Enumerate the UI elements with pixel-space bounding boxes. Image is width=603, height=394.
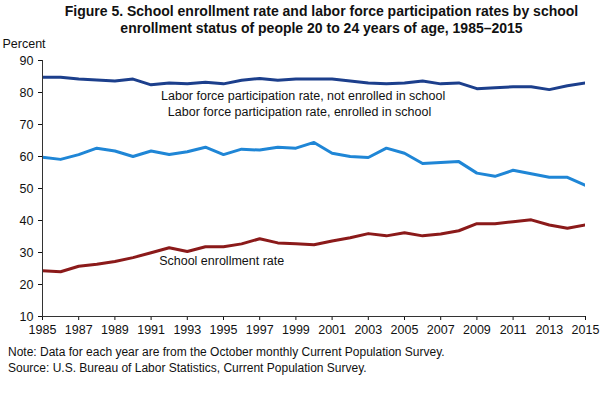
svg-text:1987: 1987 xyxy=(65,323,93,337)
svg-text:80: 80 xyxy=(20,86,34,100)
svg-text:2011: 2011 xyxy=(500,323,527,337)
svg-text:Labor force participation rate: Labor force participation rate, not enro… xyxy=(161,89,445,103)
svg-text:2007: 2007 xyxy=(427,323,455,337)
svg-text:1991: 1991 xyxy=(137,323,165,337)
svg-text:30: 30 xyxy=(20,246,34,260)
svg-text:Percent: Percent xyxy=(3,37,47,51)
svg-text:1995: 1995 xyxy=(210,323,238,337)
svg-text:2003: 2003 xyxy=(354,323,382,337)
svg-text:50: 50 xyxy=(20,182,34,196)
svg-text:20: 20 xyxy=(20,278,34,292)
html-text:Figure 5. School enrollment ra: Figure 5. School enrollment rate and lab… xyxy=(64,3,579,36)
html-text:Note: Data for each year are f: Note: Data for each year are from the Oc… xyxy=(8,345,445,359)
svg-text:2005: 2005 xyxy=(391,323,419,337)
svg-text:2009: 2009 xyxy=(463,323,491,337)
svg-text:School enrollment rate: School enrollment rate xyxy=(159,254,284,268)
svg-text:1999: 1999 xyxy=(282,323,310,337)
svg-text:1985: 1985 xyxy=(29,323,57,337)
svg-text:1993: 1993 xyxy=(173,323,201,337)
svg-text:10: 10 xyxy=(20,310,34,324)
svg-text:Labor force participation rate: Labor force participation rate, enrolled… xyxy=(168,105,431,119)
svg-text:40: 40 xyxy=(20,214,34,228)
svg-text:2001: 2001 xyxy=(318,323,346,337)
svg-text:60: 60 xyxy=(20,150,34,164)
svg-text:2013: 2013 xyxy=(535,323,563,337)
svg-text:2015: 2015 xyxy=(572,323,600,337)
svg-text:70: 70 xyxy=(20,118,34,132)
svg-text:1997: 1997 xyxy=(246,323,274,337)
html-text:Source: U.S. Bureau of Labor S: Source: U.S. Bureau of Labor Statistics,… xyxy=(8,361,367,375)
svg-text:1989: 1989 xyxy=(101,323,129,337)
svg-text:90: 90 xyxy=(20,54,34,68)
